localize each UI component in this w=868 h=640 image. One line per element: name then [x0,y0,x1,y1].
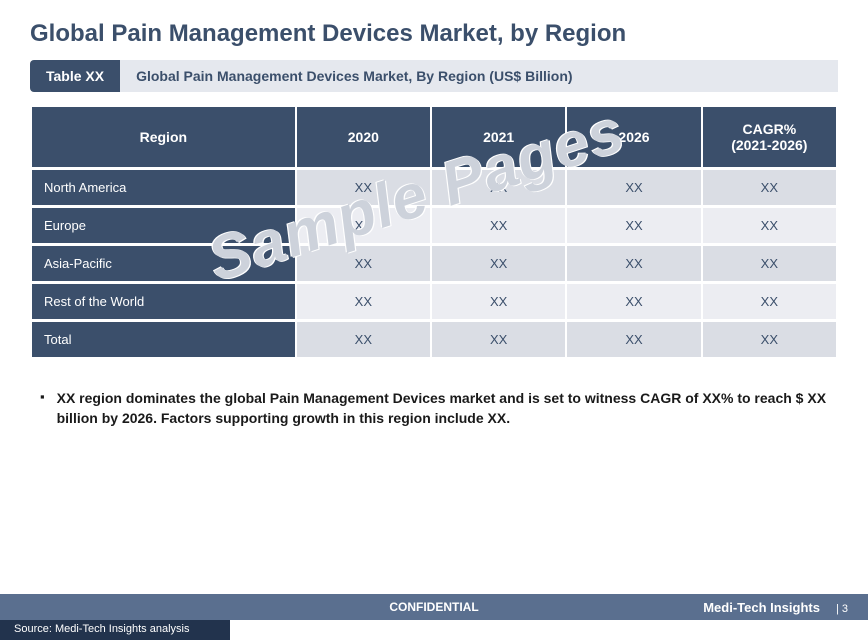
region-table: Region 2020 2021 2026 CAGR% (2021-2026) … [30,104,838,360]
col-region: Region [32,107,295,167]
col-2021: 2021 [432,107,565,167]
footer-strip: CONFIDENTIAL Medi-Tech Insights | 3 [0,594,868,620]
cell-value: XX [297,170,430,205]
cell-value: XX [567,246,700,281]
cell-value: XX [567,322,700,357]
row-label: Asia-Pacific [32,246,295,281]
cell-value: XX [297,322,430,357]
cell-value: XX [432,246,565,281]
cell-value: XX [297,284,430,319]
summary-text: XX region dominates the global Pain Mana… [57,388,828,429]
source-strip: Source: Medi-Tech Insights analysis [0,620,230,640]
bullet-mark-icon: ▪ [40,388,45,407]
cell-value: XX [432,284,565,319]
col-2026: 2026 [567,107,700,167]
footer-brand: Medi-Tech Insights [703,600,820,615]
cell-value: XX [567,208,700,243]
table-header-row: Region 2020 2021 2026 CAGR% (2021-2026) [32,107,836,167]
cell-value: XX [567,170,700,205]
table-row: North AmericaXXXXXXXX [32,170,836,205]
footer-right: Medi-Tech Insights | 3 [703,600,848,615]
table-caption: Global Pain Management Devices Market, B… [120,60,838,92]
row-label: Rest of the World [32,284,295,319]
cell-value: XX [703,246,836,281]
confidential-label: CONFIDENTIAL [389,600,478,614]
table-row: EuropeXXXXXXXX [32,208,836,243]
table-row: Rest of the WorldXXXXXXXX [32,284,836,319]
row-label: Europe [32,208,295,243]
table-row: Asia-PacificXXXXXXXX [32,246,836,281]
table-tag: Table XX [30,60,120,92]
footer-page-number: | 3 [836,603,848,615]
row-label: Total [32,322,295,357]
cell-value: XX [567,284,700,319]
page-title: Global Pain Management Devices Market, b… [0,0,868,60]
cell-value: XX [703,208,836,243]
table-row: TotalXXXXXXXX [32,322,836,357]
col-cagr: CAGR% (2021-2026) [703,107,836,167]
cell-value: XX [297,208,430,243]
cell-value: XX [703,322,836,357]
cell-value: XX [297,246,430,281]
cell-value: XX [703,284,836,319]
summary-bullet: ▪ XX region dominates the global Pain Ma… [40,388,828,429]
cell-value: XX [703,170,836,205]
col-2020: 2020 [297,107,430,167]
cell-value: XX [432,170,565,205]
table-caption-row: Table XX Global Pain Management Devices … [30,60,838,92]
row-label: North America [32,170,295,205]
cell-value: XX [432,208,565,243]
cell-value: XX [432,322,565,357]
